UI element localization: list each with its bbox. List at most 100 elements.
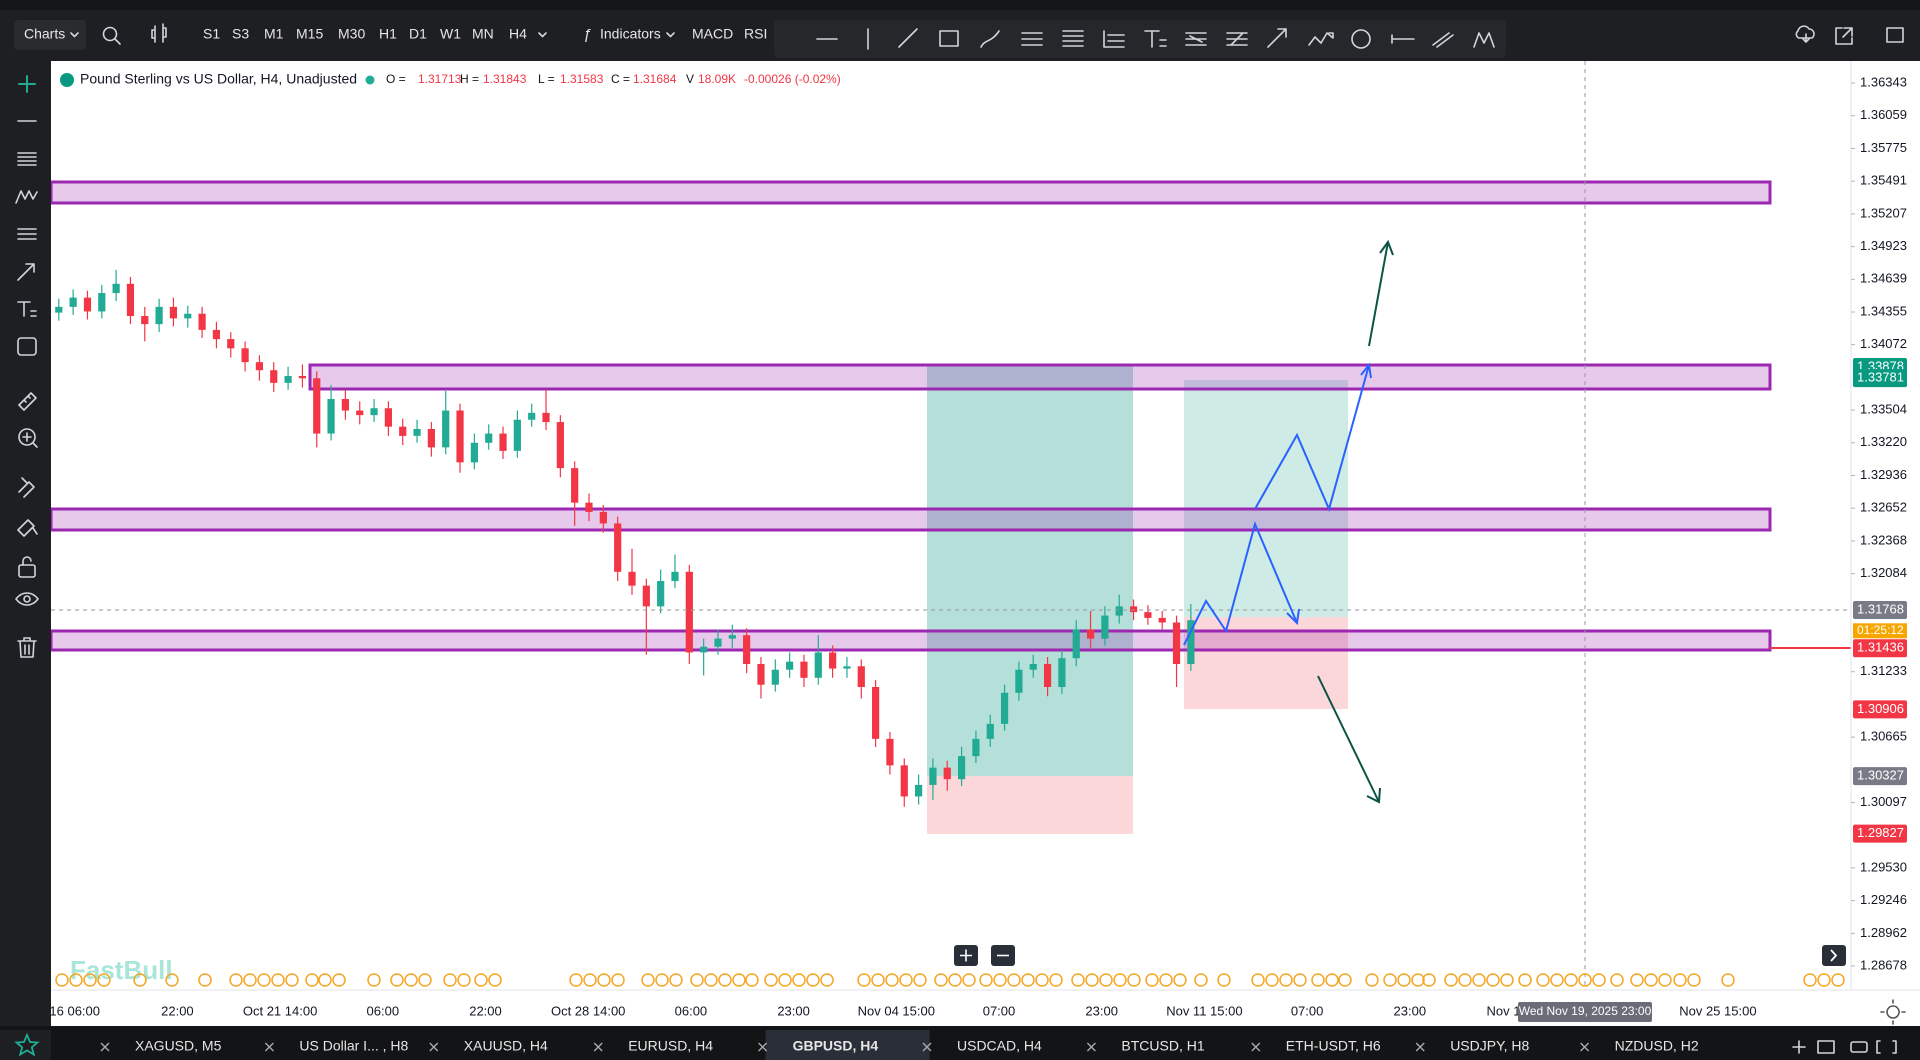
ohlc-label: L =: [538, 72, 555, 86]
arrow-tool[interactable]: [17, 263, 35, 281]
panel-toggle[interactable]: [1886, 27, 1904, 43]
tool-pitchfork[interactable]: [1185, 32, 1207, 46]
tab-label[interactable]: XAGUSD, M5: [135, 1038, 222, 1054]
magnet-tool[interactable]: [18, 477, 35, 498]
tab-label[interactable]: EURUSD, H4: [628, 1038, 713, 1054]
lock-tool[interactable]: [18, 564, 36, 578]
tab-label[interactable]: GBPUSD, H4: [793, 1038, 879, 1054]
tab-close[interactable]: [264, 1042, 274, 1052]
indicators-button[interactable]: Indicators: [600, 26, 661, 42]
timeframe-button[interactable]: H4: [509, 26, 527, 42]
candle-body: [872, 687, 880, 739]
tab-close[interactable]: [1580, 1042, 1590, 1052]
tab-close[interactable]: [1251, 1042, 1261, 1052]
candle-body: [1058, 658, 1066, 688]
candle-body: [456, 410, 464, 463]
chart-background: [51, 61, 1920, 1030]
timeframe-button[interactable]: M30: [338, 26, 365, 42]
tool-arrow[interactable]: [1267, 28, 1287, 48]
candle-body: [141, 316, 149, 325]
charts-menu[interactable]: [14, 20, 86, 50]
tool-fib[interactable]: [1062, 30, 1084, 47]
price-tick-label: 1.29246: [1860, 892, 1907, 907]
tab-close[interactable]: [922, 1042, 932, 1052]
tool-path[interactable]: [1308, 32, 1334, 46]
tab-close[interactable]: [758, 1042, 768, 1052]
timeframe-button[interactable]: W1: [440, 26, 461, 42]
timeframe-button[interactable]: H1: [379, 26, 397, 42]
charts-label[interactable]: Charts: [24, 26, 65, 42]
window-button[interactable]: [1850, 1041, 1868, 1053]
timeframe-button[interactable]: M15: [296, 26, 323, 42]
cloud-save[interactable]: [1795, 25, 1815, 43]
time-tick-label: 22:00: [161, 1003, 194, 1018]
left-tools: [15, 75, 39, 658]
tool-pattern[interactable]: [1473, 32, 1495, 48]
zoom-tool[interactable]: [18, 428, 36, 446]
tab-label[interactable]: NZDUSD, H2: [1615, 1038, 1699, 1054]
timeframe-button[interactable]: D1: [409, 26, 427, 42]
timeframe-button[interactable]: M1: [264, 26, 284, 42]
open-external[interactable]: [1835, 27, 1853, 45]
zone[interactable]: [49, 507, 1772, 532]
tool-parallel[interactable]: [1432, 32, 1454, 48]
layout-button[interactable]: [1817, 1040, 1835, 1054]
tool-channel[interactable]: [1021, 32, 1043, 46]
timeframe-button[interactable]: S1: [203, 26, 220, 42]
tab-close[interactable]: [429, 1042, 439, 1052]
favorites-star[interactable]: [14, 1032, 40, 1057]
price-tick-label: 1.32936: [1860, 467, 1907, 482]
visibility-tool[interactable]: [15, 592, 39, 606]
tab-label[interactable]: US Dollar I... , H8: [299, 1038, 408, 1054]
crosshair-tool[interactable]: [18, 75, 36, 93]
lines-tool[interactable]: [17, 152, 37, 166]
timeframe-button[interactable]: S3: [232, 26, 249, 42]
tab-label[interactable]: USDJPY, H8: [1450, 1038, 1529, 1054]
draw-mode-tool[interactable]: [17, 519, 38, 537]
delete-tool[interactable]: [17, 637, 37, 658]
timeframe-button[interactable]: MN: [472, 26, 494, 42]
tool-trendline[interactable]: [898, 28, 918, 48]
dropdown-icon: [70, 32, 79, 38]
chart-type-icon[interactable]: [151, 23, 167, 43]
search-icon[interactable]: [102, 26, 118, 42]
scroll-right-button[interactable]: [1822, 945, 1846, 966]
tab-label[interactable]: XAUUSD, H4: [464, 1038, 548, 1054]
candle-body: [227, 339, 235, 349]
add-tab[interactable]: [1792, 1040, 1806, 1054]
tab-close[interactable]: [1086, 1042, 1096, 1052]
tab-label[interactable]: USDCAD, H4: [957, 1038, 1042, 1054]
tool-ray[interactable]: [1391, 34, 1415, 44]
study-button[interactable]: MACD: [692, 26, 733, 42]
tab-label[interactable]: BTCUSD, H1: [1121, 1038, 1204, 1054]
study-button[interactable]: RSI: [744, 26, 767, 42]
market-status: [365, 75, 375, 85]
tool-rectangle[interactable]: [939, 30, 959, 47]
tab-close[interactable]: [100, 1042, 110, 1052]
price-tick-label: 1.34923: [1860, 238, 1907, 253]
fullscreen-button[interactable]: [1876, 1040, 1897, 1054]
tool-ellipse[interactable]: [1351, 29, 1371, 49]
price-badge-label: 1.30327: [1857, 768, 1904, 783]
ruler-tool[interactable]: [18, 392, 37, 411]
trend-arrow[interactable]: [1317, 675, 1380, 803]
projection-path[interactable]: [1183, 520, 1298, 646]
pattern-tool[interactable]: [15, 190, 38, 204]
tab-close[interactable]: [593, 1042, 603, 1052]
tab-close[interactable]: [1415, 1042, 1425, 1052]
tab-label[interactable]: ETH-USDT, H6: [1286, 1038, 1381, 1054]
trend-arrow[interactable]: [1368, 241, 1389, 347]
tool-gann[interactable]: [1226, 32, 1248, 46]
zone[interactable]: [49, 180, 1772, 205]
fib-tool[interactable]: [17, 228, 37, 240]
zone[interactable]: [308, 363, 1772, 391]
tool-text[interactable]: [1144, 30, 1167, 48]
text-tool[interactable]: [17, 301, 37, 317]
tool-brush[interactable]: [980, 30, 1000, 48]
tool-fib-ext[interactable]: [1103, 30, 1125, 48]
projection-path[interactable]: [1254, 364, 1370, 512]
emoji-tool[interactable]: [17, 337, 37, 356]
zone[interactable]: [49, 629, 1772, 652]
settings-icon[interactable]: [1880, 999, 1906, 1025]
